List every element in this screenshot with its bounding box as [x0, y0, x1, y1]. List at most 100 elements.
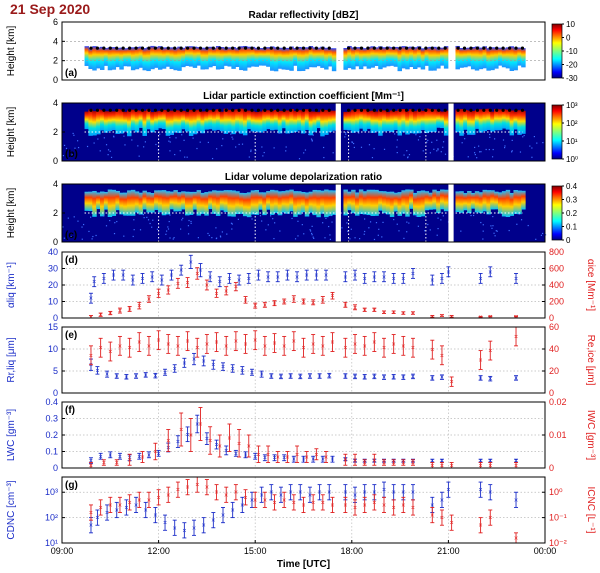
data-point: × [411, 505, 415, 512]
data-point: × [95, 515, 99, 522]
y-right-tick-label: 0 [549, 388, 554, 398]
heatmap-noise [417, 139, 420, 141]
heatmap-noise [211, 157, 214, 160]
heatmap-cell [157, 110, 163, 129]
heatmap-cell [219, 190, 225, 211]
heatmap-noise [103, 137, 105, 139]
cloud-top-marker [179, 108, 183, 112]
y-tick-label: 4 [53, 36, 58, 46]
heatmap-noise [294, 238, 297, 240]
heatmap-cell [320, 109, 325, 137]
data-point: × [321, 500, 325, 507]
data-point: × [479, 463, 483, 470]
data-point: × [324, 273, 328, 280]
heatmap-noise [325, 217, 327, 220]
data-point: × [192, 525, 196, 532]
heatmap-cell [486, 190, 491, 215]
heatmap-cell [320, 190, 325, 214]
cloud-top-marker [134, 108, 138, 112]
cloud-top-marker [495, 46, 499, 50]
heatmap-noise [167, 228, 170, 230]
heatmap-cell [490, 190, 495, 210]
heatmap-noise [495, 230, 497, 232]
heatmap-cell [385, 191, 391, 215]
heatmap-cell [142, 110, 147, 136]
data-point: × [250, 497, 254, 504]
heatmap-cell [459, 191, 464, 213]
heatmap-noise [105, 144, 108, 146]
y-left-axis-label: CDNC [cm⁻³] [6, 480, 17, 539]
data-point: × [195, 271, 199, 278]
heatmap-cell [138, 192, 144, 215]
cloud-top-marker [417, 108, 422, 112]
y-right-axis-label: IWC [gm⁻³] [585, 410, 596, 460]
data-point: × [285, 455, 289, 462]
heatmap-noise [169, 141, 171, 143]
heatmap-cell [204, 111, 209, 130]
y-tick-label: 4 [53, 98, 58, 108]
cloud-top-marker [469, 108, 473, 112]
cloud-top-marker [108, 46, 112, 50]
heatmap-noise [312, 236, 314, 238]
data-gap [335, 103, 341, 161]
heatmap-noise [396, 139, 398, 141]
y-right-tick-label: 0.01 [549, 430, 567, 440]
heatmap-noise [131, 139, 133, 141]
cloud-top-marker [385, 108, 389, 112]
plot-background [62, 327, 545, 393]
heatmap-noise [226, 233, 228, 235]
heatmap-cell [521, 190, 526, 210]
data-point: × [108, 452, 112, 459]
y-axis-label: Height [km] [6, 187, 17, 238]
heatmap-cell [440, 111, 445, 129]
cloud-top-marker [308, 46, 312, 50]
heatmap-noise [531, 147, 533, 149]
data-point: × [189, 433, 193, 440]
heatmap-noise [219, 235, 222, 237]
data-point: × [372, 490, 376, 497]
heatmap-cell [300, 110, 306, 134]
y-tick-label: 0 [53, 75, 58, 85]
heatmap-noise [527, 224, 529, 227]
y-left-tick-label: 0.2 [45, 430, 58, 440]
heatmap-noise [344, 136, 346, 138]
heatmap-noise [221, 231, 223, 233]
data-point: × [157, 338, 161, 345]
heatmap-noise [394, 133, 396, 135]
cloud-top-marker [385, 46, 389, 50]
heatmap-noise [171, 133, 173, 135]
data-point: × [343, 374, 347, 381]
data-point: × [330, 293, 334, 300]
heatmap-cell [293, 191, 298, 217]
cloud-top-marker [243, 108, 248, 112]
data-point: × [321, 343, 325, 350]
heatmap-noise [494, 138, 496, 140]
heatmap-noise [329, 234, 331, 236]
y-left-tick-label: 0 [53, 463, 58, 473]
data-point: × [250, 370, 254, 377]
data-point: × [179, 427, 183, 434]
heatmap-cell [107, 189, 113, 218]
heatmap-noise [107, 154, 109, 156]
heatmap-cell [103, 111, 109, 133]
data-point: × [99, 345, 103, 352]
heatmap-noise [123, 235, 125, 237]
data-point: × [263, 497, 267, 504]
heatmap-cell [185, 46, 190, 66]
data-point: × [144, 508, 148, 515]
heatmap-cell [235, 109, 240, 132]
heatmap-noise [511, 139, 513, 141]
heatmap-noise [187, 233, 190, 235]
heatmap-noise [265, 229, 267, 231]
cloud-top-marker [147, 46, 151, 50]
heatmap-cell [212, 190, 217, 214]
heatmap-cell [142, 190, 147, 210]
heatmap-noise [273, 147, 275, 149]
data-point: × [272, 341, 276, 348]
heatmap-noise [427, 139, 429, 141]
y-left-tick-label: 0.1 [45, 447, 58, 457]
data-gap [448, 184, 454, 242]
heatmap-cell [459, 109, 464, 136]
